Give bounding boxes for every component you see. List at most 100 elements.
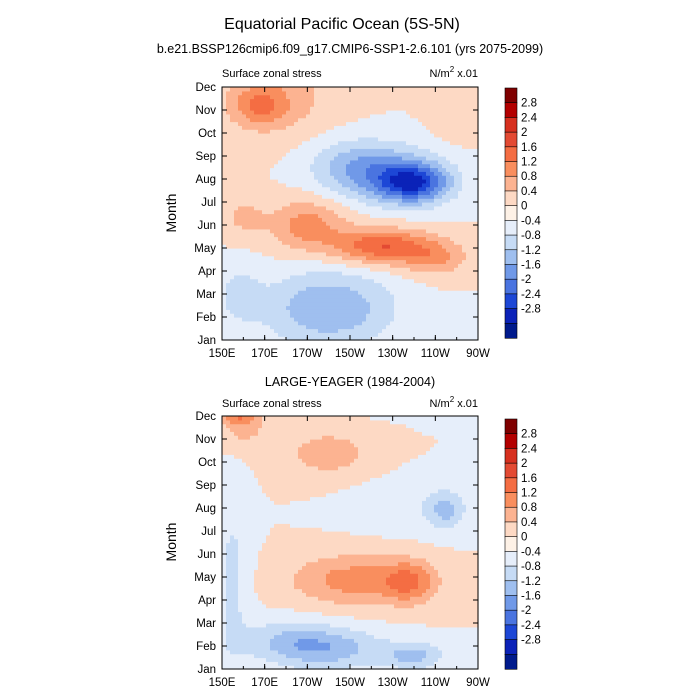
- heatmap-cell: [234, 458, 239, 463]
- heatmap-cell: [250, 309, 255, 314]
- heatmap-cell: [402, 190, 407, 195]
- heatmap-cell: [238, 209, 243, 215]
- heatmap-cell: [266, 301, 271, 307]
- heatmap-cell: [294, 324, 299, 330]
- heatmap-cell: [254, 248, 259, 253]
- heatmap-cell: [474, 167, 479, 172]
- heatmap-cell: [250, 431, 255, 436]
- heatmap-cell: [474, 156, 479, 161]
- heatmap-cell: [442, 167, 447, 172]
- heatmap-cell: [386, 98, 391, 103]
- heatmap-cell: [466, 294, 471, 299]
- heatmap-cell: [222, 113, 227, 119]
- heatmap-cell: [242, 665, 247, 670]
- heatmap-cell: [246, 611, 251, 616]
- heatmap-cell: [362, 274, 367, 280]
- heatmap-cell: [466, 121, 471, 126]
- heatmap-cell: [250, 588, 255, 593]
- heatmap-cell: [234, 462, 239, 467]
- heatmap-cell: [374, 282, 379, 287]
- heatmap-cell: [234, 519, 239, 524]
- heatmap-cell: [254, 458, 259, 463]
- heatmap-cell: [286, 90, 291, 96]
- heatmap-cell: [470, 305, 475, 310]
- heatmap-cell: [390, 156, 395, 161]
- heatmap-cell: [270, 297, 275, 303]
- heatmap-cell: [354, 217, 359, 222]
- heatmap-cell: [322, 271, 327, 276]
- heatmap-cell: [238, 328, 243, 333]
- heatmap-cell: [258, 205, 263, 211]
- heatmap-cell: [458, 159, 463, 165]
- heatmap-cell: [370, 320, 375, 326]
- heatmap-cell: [402, 232, 407, 238]
- heatmap-cell: [294, 282, 299, 287]
- heatmap-cell: [278, 274, 283, 280]
- heatmap-cell: [238, 538, 243, 544]
- heatmap-cell: [246, 133, 251, 138]
- heatmap-cell: [438, 152, 443, 157]
- heatmap-cell: [386, 163, 391, 169]
- heatmap-cell: [274, 125, 279, 130]
- heatmap-cell: [262, 657, 267, 662]
- heatmap-cell: [474, 194, 479, 199]
- heatmap-cell: [334, 217, 339, 222]
- heatmap-cell: [242, 439, 247, 444]
- heatmap-cell: [386, 182, 391, 188]
- heatmap-cell: [350, 133, 355, 138]
- heatmap-cell: [310, 336, 315, 341]
- heatmap-cell: [402, 313, 407, 318]
- heatmap-cell: [438, 144, 443, 149]
- heatmap-cell: [250, 423, 255, 429]
- heatmap-cell: [470, 159, 475, 165]
- heatmap-cell: [254, 236, 259, 241]
- heatmap-cell: [262, 638, 267, 643]
- heatmap-cell: [250, 508, 255, 513]
- heatmap-cell: [230, 623, 235, 628]
- heatmap-cell: [278, 106, 283, 111]
- heatmap-cell: [450, 263, 455, 268]
- heatmap-cell: [326, 190, 331, 195]
- heatmap-cell: [322, 324, 327, 330]
- heatmap-cell: [222, 290, 227, 295]
- heatmap-cell: [318, 167, 323, 172]
- heatmap-cell: [230, 136, 235, 142]
- heatmap-cell: [238, 619, 243, 624]
- heatmap-cell: [362, 313, 367, 318]
- heatmap-cell: [366, 248, 371, 253]
- heatmap-cell: [342, 282, 347, 287]
- heatmap-cell: [378, 144, 383, 149]
- heatmap-cell: [278, 251, 283, 257]
- heatmap-cell: [238, 182, 243, 188]
- heatmap-cell: [346, 263, 351, 268]
- heatmap-cell: [406, 159, 411, 165]
- heatmap-cell: [318, 156, 323, 161]
- heatmap-cell: [262, 106, 267, 111]
- heatmap-cell: [462, 240, 467, 245]
- heatmap-cell: [306, 167, 311, 172]
- heatmap-cell: [258, 580, 263, 586]
- heatmap-cell: [330, 140, 335, 146]
- heatmap-cell: [238, 500, 243, 505]
- heatmap-cell: [238, 515, 243, 521]
- heatmap-cell: [398, 202, 403, 207]
- heatmap-cell: [430, 251, 435, 257]
- heatmap-cell: [246, 144, 251, 149]
- heatmap-cell: [322, 186, 327, 192]
- heatmap-cell: [366, 140, 371, 146]
- heatmap-cell: [262, 110, 267, 115]
- heatmap-cell: [346, 324, 351, 330]
- heatmap-cell: [342, 175, 347, 180]
- heatmap-cell: [266, 110, 271, 115]
- heatmap-cell: [242, 305, 247, 310]
- heatmap-cell: [374, 113, 379, 119]
- heatmap-cell: [374, 274, 379, 280]
- heatmap-cell: [250, 336, 255, 341]
- heatmap-cell: [314, 294, 319, 299]
- heatmap-cell: [222, 527, 227, 532]
- heatmap-cell: [274, 328, 279, 333]
- heatmap-cell: [258, 317, 263, 322]
- heatmap-cell: [406, 133, 411, 138]
- heatmap-cell: [330, 159, 335, 165]
- heatmap-cell: [446, 286, 451, 291]
